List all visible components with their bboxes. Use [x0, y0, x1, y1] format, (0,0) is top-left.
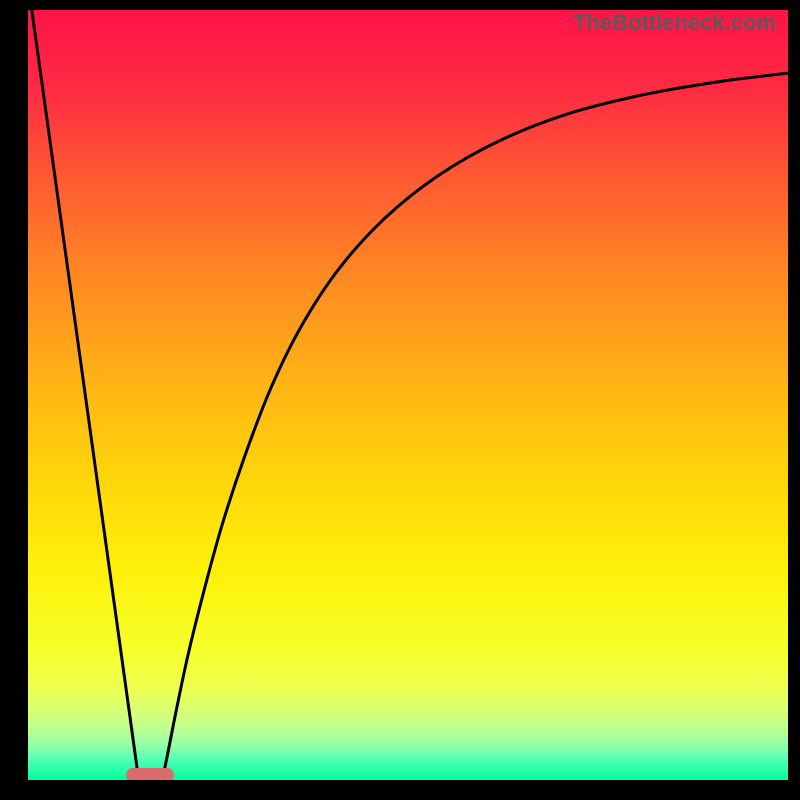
curves-layer	[28, 10, 788, 780]
minimum-marker	[126, 768, 174, 780]
left-line	[32, 10, 138, 776]
watermark-text: TheBottleneck.com	[573, 10, 776, 36]
chart-container: TheBottleneck.com	[0, 0, 800, 800]
plot-area: TheBottleneck.com	[28, 10, 788, 780]
right-curve	[163, 73, 788, 775]
